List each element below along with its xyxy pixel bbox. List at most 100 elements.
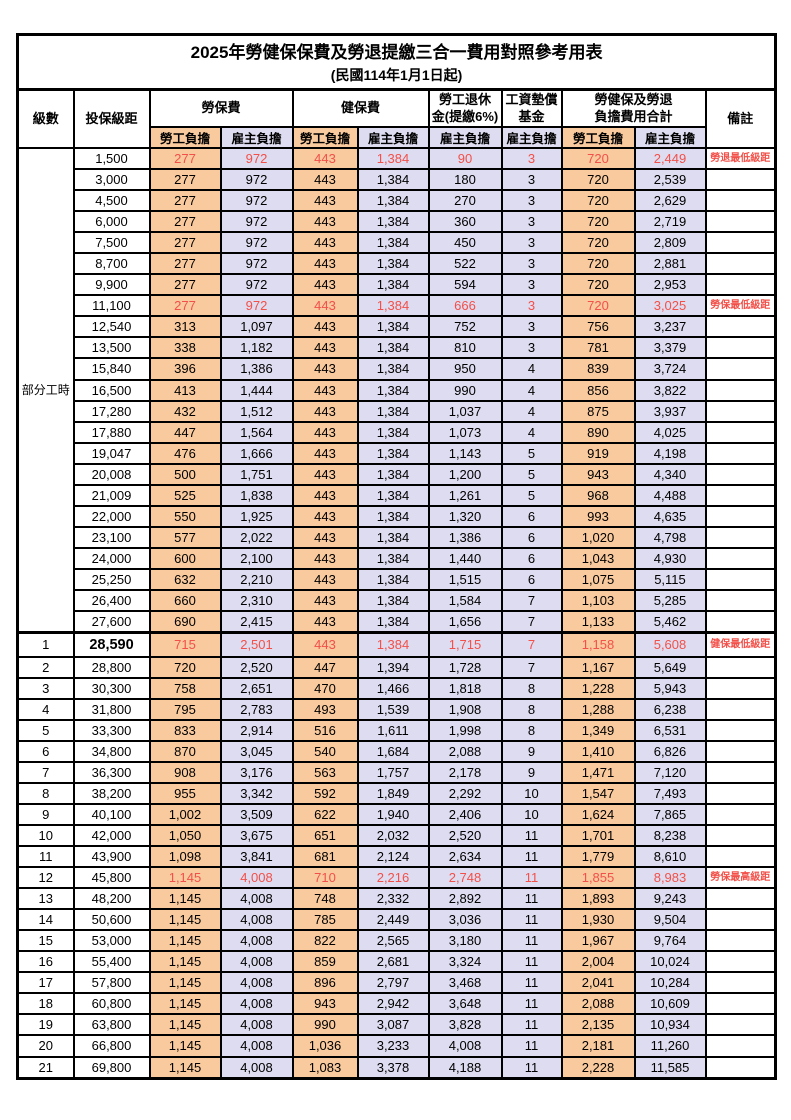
cell-value: 752: [427, 315, 503, 339]
cell-value: 1,515: [427, 567, 503, 591]
cell-note: [704, 273, 777, 297]
cell-level: 17: [16, 971, 75, 995]
table-row: 20 66,800 1,145 4,008 1,036 3,233 4,008 11 2,181…: [16, 1034, 777, 1058]
cell-level-group: 部分工時: [16, 147, 75, 634]
cell-value: 993: [560, 504, 636, 528]
cell-value: 1,145: [148, 887, 222, 911]
cell-value: 2,942: [357, 992, 430, 1016]
cell-level: 8: [16, 781, 75, 805]
cell-note: [704, 357, 777, 381]
cell-value: 1,384: [357, 252, 430, 276]
cell-value: 10,609: [634, 992, 707, 1016]
cell-salary-bracket: 53,000: [72, 929, 151, 953]
cell-level: 18: [16, 992, 75, 1016]
cell-value: 1,200: [427, 462, 503, 486]
cell-value: 600: [148, 546, 222, 570]
cell-level: 10: [16, 823, 75, 848]
cell-value: 1,143: [427, 441, 503, 465]
cell-value: 3,025: [634, 294, 707, 318]
cell-value: 990: [291, 1013, 359, 1037]
cell-value: 443: [291, 294, 359, 318]
table-row: 13,500 338 1,182 443 1,384 810 3 781 3,379: [18, 336, 777, 360]
cell-value: 4: [500, 357, 563, 381]
subheader-pension-employer: 雇主負擔: [427, 126, 503, 149]
cell-value: 1,384: [357, 189, 430, 213]
table-row: 8,700 277 972 443 1,384 522 3 720 2,881: [18, 252, 777, 276]
cell-value: 1,145: [148, 1055, 222, 1080]
cell-value: 1,182: [220, 336, 294, 360]
cell-note: [704, 1034, 777, 1058]
cell-value: 10,934: [634, 1013, 707, 1037]
cell-value: 1,728: [427, 655, 503, 679]
cell-salary-bracket: 6,000: [72, 210, 151, 234]
header-total-line1: 勞健保及勞退: [594, 91, 673, 107]
cell-value: 943: [560, 462, 636, 486]
cell-note: [704, 1013, 777, 1037]
cell-value: 577: [148, 525, 222, 549]
cell-value: 1,083: [291, 1055, 359, 1080]
cell-value: 4: [500, 420, 563, 444]
cell-value: 2,124: [357, 845, 430, 869]
table-row: 20,008 500 1,751 443 1,384 1,200 5 943 4,340: [18, 462, 777, 486]
cell-value: 4,488: [634, 483, 707, 507]
cell-value: 3,828: [427, 1013, 503, 1037]
cell-value: 4: [500, 378, 563, 402]
table-row: 22,000 550 1,925 443 1,384 1,320 6 993 4,635: [18, 504, 777, 528]
table-row: 18 60,800 1,145 4,008 943 2,942 3,648 11 2,088 10…: [16, 992, 777, 1016]
header-wage-fund: 工資墊償 基金: [500, 88, 563, 128]
cell-value: 2,681: [357, 950, 430, 974]
table-row: 17 57,800 1,145 4,008 896 2,797 3,468 11 2,041 10…: [16, 971, 777, 995]
cell-value: 1,384: [357, 610, 430, 634]
table-row: 21,009 525 1,838 443 1,384 1,261 5 968 4,488: [18, 483, 777, 507]
cell-value: 1,384: [357, 231, 430, 255]
cell-note: [704, 655, 777, 679]
cell-salary-bracket: 43,900: [72, 845, 151, 869]
cell-salary-bracket: 9,900: [72, 273, 151, 297]
cell-value: 3: [500, 168, 563, 192]
table-row: 6,000 277 972 443 1,384 360 3 720 2,719: [18, 210, 777, 234]
cell-value: 443: [291, 168, 359, 192]
cell-note: [704, 399, 777, 423]
cell-value: 443: [291, 631, 359, 658]
cell-value: 1,145: [148, 866, 222, 890]
cell-value: 11: [500, 1013, 563, 1037]
cell-value: 968: [560, 483, 636, 507]
cell-value: 7,120: [634, 760, 707, 784]
page-title: 2025年勞健保保費及勞退提繳三合一費用對照參考用表: [190, 43, 603, 63]
cell-value: 338: [148, 336, 222, 360]
cell-value: 7,493: [634, 781, 707, 805]
cell-value: 11: [500, 950, 563, 974]
cell-value: 313: [148, 315, 222, 339]
cell-value: 908: [148, 760, 222, 784]
cell-salary-bracket: 42,000: [72, 823, 151, 848]
cell-value: 3,648: [427, 992, 503, 1016]
cell-value: 3,087: [357, 1013, 430, 1037]
cell-value: 443: [291, 525, 359, 549]
cell-value: 9,243: [634, 887, 707, 911]
cell-level: 13: [16, 887, 75, 911]
cell-value: 8,610: [634, 845, 707, 869]
cell-value: 2,216: [357, 866, 430, 890]
cell-value: 1,471: [560, 760, 636, 784]
cell-value: 1,145: [148, 950, 222, 974]
cell-value: 5: [500, 462, 563, 486]
cell-value: 7: [500, 588, 563, 613]
cell-value: 3: [500, 252, 563, 276]
cell-salary-bracket: 40,100: [72, 802, 151, 827]
cell-salary-bracket: 21,009: [72, 483, 151, 507]
cell-value: 3,342: [220, 781, 294, 805]
cell-value: 3,724: [634, 357, 707, 381]
cell-salary-bracket: 16,500: [72, 378, 151, 402]
cell-value: 8,238: [634, 823, 707, 848]
cell-value: 720: [560, 189, 636, 213]
cell-value: 896: [291, 971, 359, 995]
header-note: 備註: [704, 88, 777, 149]
table-row: 4,500 277 972 443 1,384 270 3 720 2,629: [18, 189, 777, 213]
cell-value: 1,440: [427, 546, 503, 570]
cell-value: 1,145: [148, 1013, 222, 1037]
cell-value: 443: [291, 588, 359, 613]
cell-note: 勞退最低級距: [704, 146, 777, 171]
cell-value: 1,584: [427, 588, 503, 613]
cell-value: 4,930: [634, 546, 707, 570]
cell-value: 972: [220, 273, 294, 297]
